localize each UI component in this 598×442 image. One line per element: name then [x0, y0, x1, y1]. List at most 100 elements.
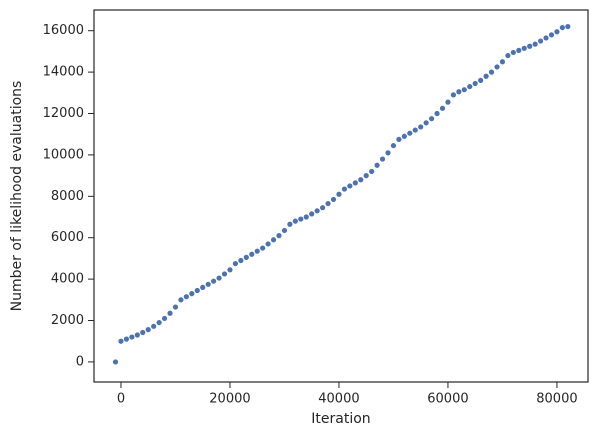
- point: [363, 173, 369, 179]
- point: [554, 29, 560, 35]
- point: [112, 359, 119, 365]
- point: [249, 251, 255, 257]
- point: [521, 45, 527, 51]
- point: [374, 162, 380, 168]
- point: [450, 92, 456, 98]
- point: [194, 287, 200, 294]
- point: [320, 205, 326, 211]
- point: [418, 124, 424, 130]
- point: [129, 334, 135, 340]
- point: [336, 191, 342, 197]
- plot-frame: [93, 9, 589, 383]
- point: [565, 23, 571, 30]
- point: [434, 110, 440, 117]
- y-tick-label: 10000: [43, 147, 84, 162]
- point: [494, 64, 500, 70]
- point: [527, 43, 533, 49]
- point: [260, 245, 266, 251]
- point: [183, 294, 189, 300]
- point: [369, 168, 375, 175]
- point: [385, 150, 391, 156]
- point: [172, 304, 179, 310]
- point: [189, 291, 195, 297]
- point: [303, 214, 309, 220]
- point: [347, 183, 353, 189]
- point: [232, 260, 239, 267]
- point: [488, 69, 495, 75]
- point: [483, 73, 489, 79]
- point: [499, 59, 506, 65]
- point: [161, 315, 168, 322]
- point: [211, 278, 217, 284]
- point: [227, 267, 233, 273]
- point: [276, 233, 282, 239]
- point: [358, 177, 364, 183]
- point: [140, 329, 146, 336]
- point: [401, 133, 407, 139]
- point: [412, 127, 418, 133]
- point: [243, 254, 249, 260]
- point: [559, 24, 565, 31]
- x-tick-label: 60000: [427, 392, 468, 407]
- point: [445, 99, 451, 105]
- point: [205, 281, 211, 287]
- point: [548, 32, 555, 38]
- y-tick-label: 0: [76, 354, 84, 369]
- point: [281, 227, 288, 234]
- point: [314, 208, 320, 214]
- point: [298, 216, 304, 222]
- x-tick-label: 40000: [318, 392, 359, 407]
- point: [532, 41, 538, 47]
- point: [118, 338, 124, 344]
- x-tick-label: 0: [117, 392, 125, 407]
- point: [123, 336, 130, 342]
- point: [216, 275, 222, 281]
- point: [543, 35, 549, 41]
- point: [309, 211, 315, 217]
- point: [352, 180, 358, 186]
- point: [221, 271, 228, 277]
- point: [396, 136, 402, 142]
- point: [472, 80, 478, 87]
- point: [134, 332, 140, 338]
- point: [287, 221, 293, 227]
- point: [145, 327, 151, 333]
- point: [200, 284, 206, 290]
- y-tick-label: 6000: [51, 230, 84, 245]
- point: [265, 241, 271, 247]
- point: [254, 248, 260, 254]
- point: [178, 297, 184, 303]
- point: [439, 105, 446, 111]
- y-tick-label: 16000: [43, 23, 84, 38]
- point: [461, 87, 467, 93]
- y-axis-label: Number of likelihood evaluations: [9, 81, 25, 312]
- y-tick-label: 14000: [43, 65, 84, 80]
- point: [156, 319, 162, 326]
- point: [407, 130, 413, 136]
- point: [428, 116, 435, 122]
- point: [379, 156, 386, 162]
- point: [238, 257, 244, 264]
- point: [151, 323, 157, 329]
- point: [456, 89, 462, 95]
- point: [325, 200, 331, 207]
- point: [537, 38, 544, 44]
- x-tick-label: 20000: [209, 392, 250, 407]
- point: [292, 218, 298, 224]
- y-tick-label: 4000: [51, 272, 84, 287]
- point: [390, 142, 397, 149]
- point: [270, 237, 277, 243]
- point: [516, 47, 522, 53]
- x-tick-label: 80000: [536, 392, 577, 407]
- point: [510, 49, 516, 56]
- point: [423, 120, 429, 126]
- point: [505, 52, 511, 59]
- point: [167, 310, 173, 316]
- y-tick-label: 2000: [51, 313, 84, 328]
- y-tick-label: 12000: [43, 106, 84, 121]
- y-tick-label: 8000: [51, 189, 84, 204]
- x-axis-label: Iteration: [311, 411, 370, 427]
- point: [478, 77, 484, 83]
- point: [330, 196, 337, 203]
